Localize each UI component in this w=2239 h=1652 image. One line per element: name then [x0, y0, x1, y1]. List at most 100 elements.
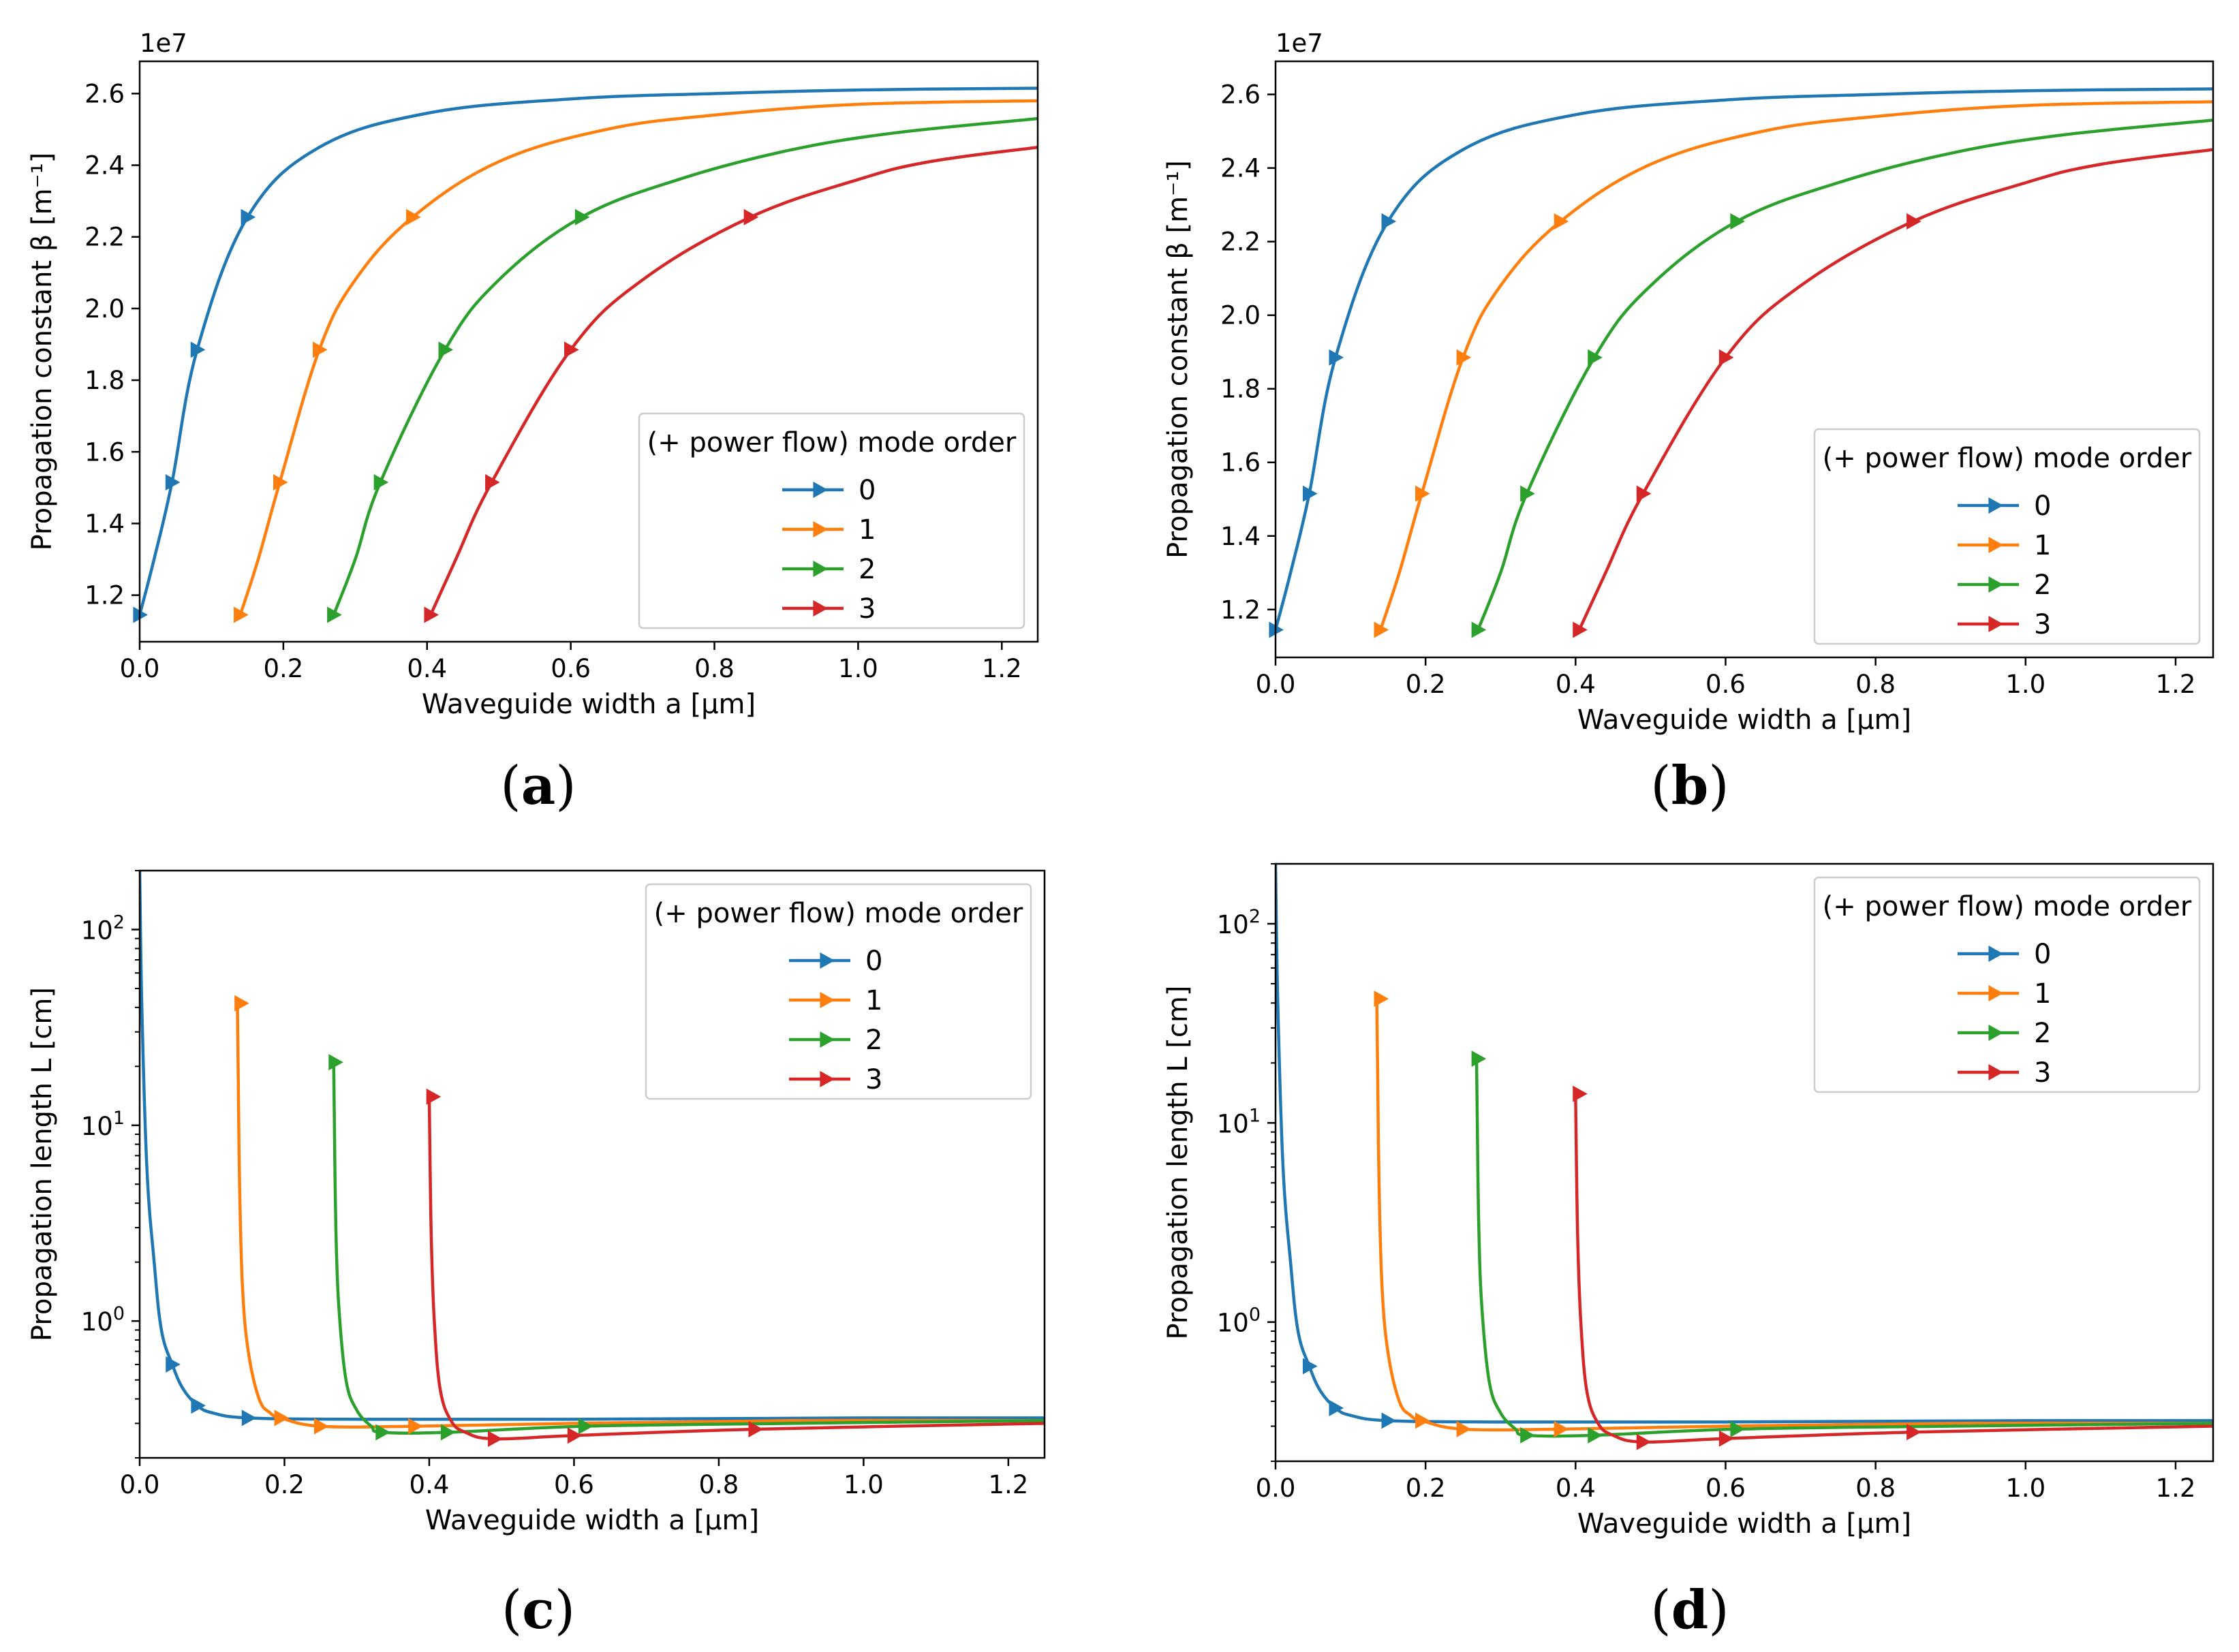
x-tick-label: 0.0 — [120, 1470, 160, 1499]
y-tick-label: 2.2 — [1220, 228, 1261, 257]
y-tick-label: 1.8 — [1220, 375, 1261, 404]
x-axis-label: Waveguide width a [μm] — [1577, 704, 1911, 736]
x-tick-label: 0.2 — [1406, 1474, 1446, 1503]
x-tick-label: 1.2 — [982, 654, 1022, 683]
x-tick-label: 1.2 — [2156, 1474, 2196, 1503]
marker-mode-3 — [1718, 349, 1734, 366]
legend-marker-mode-3 — [1988, 1064, 2003, 1080]
y-axis-label: Propagation constant β [m⁻¹] — [27, 153, 58, 551]
legend-marker-mode-1 — [1988, 985, 2003, 1001]
y-offset-label: 1e7 — [1276, 29, 1323, 58]
series-line-mode-0 — [1276, 87, 2213, 631]
y-axis-label: Propagation length L [cm] — [27, 987, 58, 1341]
y-tick-label: 2.4 — [84, 151, 125, 181]
marker-mode-3 — [1573, 621, 1588, 638]
legend-title: (+ power flow) mode order — [1823, 443, 2192, 474]
x-tick-label: 1.2 — [988, 1470, 1028, 1499]
legend-title: (+ power flow) mode order — [647, 427, 1017, 458]
legend-title: (+ power flow) mode order — [654, 898, 1023, 929]
marker-mode-3 — [567, 1427, 583, 1444]
marker-mode-0 — [1381, 1412, 1397, 1429]
marker-mode-2 — [574, 208, 590, 225]
marker-mode-3 — [485, 473, 500, 490]
axes-frame — [1274, 862, 2214, 1463]
legend-marker-mode-0 — [813, 482, 828, 498]
x-axis-label: Waveguide width a [μm] — [425, 1505, 759, 1536]
legend-entry-label: 3 — [859, 593, 876, 625]
y-tick-label: 2.0 — [1220, 301, 1261, 330]
legend-box — [1813, 428, 2201, 645]
legend-box — [638, 412, 1025, 629]
y-tick-label: 1.2 — [1220, 595, 1261, 625]
legend-marker-mode-0 — [820, 952, 835, 969]
x-tick-label: 0.6 — [554, 1470, 594, 1499]
legend-entry-label: 0 — [865, 946, 882, 977]
legend-title: (+ power flow) mode order — [1823, 891, 2192, 922]
y-tick-label: 1.4 — [84, 509, 125, 538]
x-tick-label: 0.6 — [1705, 1474, 1746, 1503]
series-line-mode-3 — [429, 145, 1038, 616]
x-axis-label: Waveguide width a [μm] — [422, 689, 756, 720]
marker-mode-3 — [487, 1431, 503, 1448]
y-tick-label: 101 — [1217, 1105, 1261, 1138]
marker-mode-3 — [426, 1088, 442, 1105]
marker-mode-3 — [1636, 485, 1652, 502]
marker-mode-0 — [191, 1397, 206, 1414]
marker-mode-2 — [1471, 621, 1487, 638]
marker-mode-1 — [1415, 485, 1430, 502]
legend-entry-label: 0 — [2034, 490, 2051, 522]
series-line-mode-3 — [1574, 1093, 2213, 1444]
series-line-mode-2 — [332, 1062, 1045, 1435]
marker-mode-3 — [564, 341, 579, 358]
y-tick-label: 1.2 — [84, 581, 125, 610]
legend-marker-mode-1 — [820, 992, 835, 1008]
legend-marker-mode-1 — [1988, 537, 2003, 553]
panel-label: (d) — [1650, 1579, 1729, 1641]
legend-marker-mode-3 — [1988, 616, 2003, 632]
marker-mode-2 — [578, 1418, 593, 1435]
legend-entry-label: 3 — [2034, 1057, 2051, 1089]
panel-label: (b) — [1650, 755, 1729, 817]
marker-mode-2 — [328, 1054, 343, 1071]
legend: (+ power flow) mode order 0 1 2 3 — [638, 412, 1025, 629]
marker-mode-2 — [373, 473, 389, 490]
y-axis-label: Propagation length L [cm] — [1162, 986, 1194, 1340]
marker-mode-1 — [1554, 213, 1569, 230]
y-tick-label: 102 — [1217, 906, 1261, 939]
legend-entry-label: 2 — [865, 1025, 882, 1056]
legend-entry-label: 1 — [865, 985, 882, 1016]
legend-entry-label: 1 — [2034, 530, 2051, 561]
y-tick-label: 1.6 — [1220, 448, 1261, 478]
legend-marker-mode-1 — [813, 521, 828, 537]
panel-b: 0.0 0.2 0.4 0.6 0.8 1.0 1.2 1.2 1.4 1.6 1.8 2.0 2.2 2… — [1162, 29, 2214, 817]
y-tick-label: 1.8 — [84, 366, 125, 395]
x-tick-label: 0.8 — [1855, 1474, 1896, 1503]
panel-c: 0.0 0.2 0.4 0.6 0.8 1.0 1.2100101102Waveguide … — [27, 869, 1046, 1641]
x-tick-label: 0.0 — [1256, 670, 1296, 699]
x-tick-label: 0.0 — [1256, 1474, 1296, 1503]
marker-mode-1 — [273, 473, 288, 490]
marker-mode-1 — [1374, 621, 1389, 638]
marker-mode-2 — [375, 1424, 390, 1441]
axes-frame — [138, 60, 1039, 643]
legend-marker-mode-3 — [820, 1071, 835, 1087]
x-tick-label: 0.8 — [694, 654, 735, 683]
legend-entry-label: 3 — [2034, 609, 2051, 640]
legend: (+ power flow) mode order 0 1 2 3 — [1813, 428, 2201, 645]
x-tick-label: 1.0 — [2005, 670, 2045, 699]
legend-marker-mode-2 — [820, 1031, 835, 1048]
marker-mode-3 — [1906, 1424, 1921, 1441]
x-tick-label: 1.0 — [838, 654, 878, 683]
marker-mode-1 — [408, 1418, 423, 1435]
marker-mode-3 — [748, 1421, 764, 1438]
marker-mode-0 — [165, 473, 181, 490]
marker-mode-3 — [1718, 1430, 1734, 1447]
panel-label: (c) — [501, 1579, 575, 1641]
x-tick-label: 0.2 — [1406, 670, 1446, 699]
panel-label: (a) — [500, 755, 576, 817]
marker-mode-2 — [327, 606, 342, 623]
x-tick-label: 0.4 — [1556, 1474, 1596, 1503]
marker-mode-0 — [166, 1356, 181, 1373]
legend-marker-mode-3 — [813, 600, 828, 617]
marker-mode-1 — [1456, 1420, 1472, 1437]
